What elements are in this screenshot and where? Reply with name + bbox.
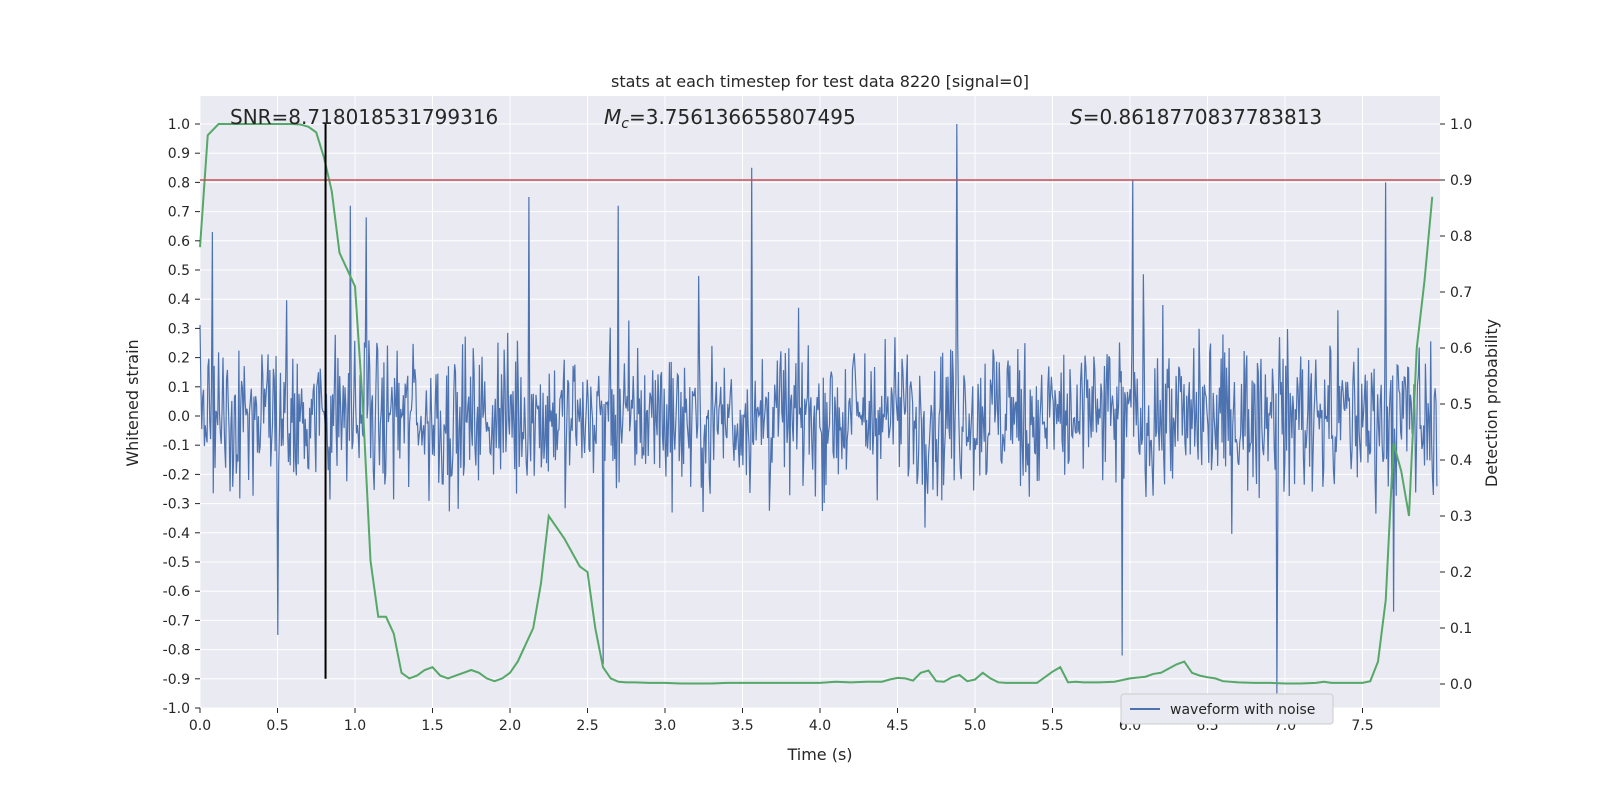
y-tick-label-left: 0.2 <box>168 351 190 367</box>
chart-title: stats at each timestep for test data 822… <box>611 72 1029 91</box>
x-tick-label: 7.5 <box>1351 718 1373 734</box>
mc-symbol: M <box>604 105 621 129</box>
y-tick-label-left: 0.8 <box>168 175 190 191</box>
y-tick-label-left: -0.8 <box>163 643 190 659</box>
overlays <box>200 124 1440 679</box>
y-tick-label-right: 0.1 <box>1450 621 1472 637</box>
waveform-line <box>199 123 1438 694</box>
y-tick-label-left: -1.0 <box>163 701 190 717</box>
y-tick-label-left: -0.4 <box>163 526 190 542</box>
waveform-series <box>199 123 1438 694</box>
y-tick-label-right: 0.0 <box>1450 677 1472 693</box>
y-ticks-left: 1.0 0.9 0.8 0.7 0.6 0.5 0.4 0.3 0.2 0.1 0.0 -0.1 -0.… <box>163 117 200 717</box>
y-tick-label-left: 1.0 <box>168 117 190 133</box>
y-tick-label-right: 0.4 <box>1450 453 1472 469</box>
y-axis-label-left: Whitened strain <box>123 339 142 466</box>
x-tick-label: 0.5 <box>266 718 288 734</box>
probability-series <box>199 123 1434 685</box>
y-tick-label-left: -0.6 <box>163 584 190 600</box>
s-value: =0.8618770837783813 <box>1083 105 1322 129</box>
x-tick-label: 1.0 <box>344 718 366 734</box>
mc-value: =3.756136655807495 <box>629 105 856 129</box>
y-tick-label-left: 0.4 <box>168 292 190 308</box>
probability-line <box>199 123 1434 685</box>
legend-entry: waveform with noise <box>1170 702 1315 718</box>
y-tick-label-left: 0.1 <box>168 380 190 396</box>
y-tick-label-right: 0.9 <box>1450 173 1472 189</box>
legend: waveform with noise <box>1120 693 1334 725</box>
x-tick-label: 0.0 <box>189 718 211 734</box>
y-tick-label-right: 1.0 <box>1450 117 1472 133</box>
y-tick-label-left: -0.1 <box>163 438 190 454</box>
y-tick-label-right: 0.2 <box>1450 565 1472 581</box>
grid <box>199 96 1440 709</box>
x-tick-label: 4.5 <box>886 718 908 734</box>
y-tick-label-left: 0.5 <box>168 263 190 279</box>
y-ticks-right: 1.0 0.9 0.8 0.7 0.6 0.5 0.4 0.3 0.2 0.1 0.0 <box>1440 117 1472 693</box>
x-tick-label: 1.5 <box>421 718 443 734</box>
x-tick-label: 3.5 <box>731 718 753 734</box>
y-tick-label-right: 0.3 <box>1450 509 1472 525</box>
mc-annotation: Mc=3.756136655807495 <box>604 105 856 132</box>
y-tick-label-left: -0.5 <box>163 555 190 571</box>
snr-annotation: SNR=8.718018531799316 <box>230 105 498 129</box>
x-tick-label: 3.0 <box>654 718 676 734</box>
x-tick-label: 5.5 <box>1041 718 1063 734</box>
y-tick-label-left: 0.6 <box>168 234 190 250</box>
y-tick-label-right: 0.8 <box>1450 229 1472 245</box>
x-tick-label: 4.0 <box>809 718 831 734</box>
y-tick-label-left: -0.9 <box>163 672 190 688</box>
y-tick-label-left: 0.0 <box>168 409 190 425</box>
y-tick-label-right: 0.7 <box>1450 285 1472 301</box>
x-tick-label: 2.5 <box>576 718 598 734</box>
y-tick-label-left: -0.2 <box>163 467 190 483</box>
s-symbol: S <box>1070 105 1083 129</box>
y-tick-label-right: 0.6 <box>1450 341 1472 357</box>
y-tick-label-left: -0.3 <box>163 497 190 513</box>
x-tick-label: 5.0 <box>964 718 986 734</box>
y-axis-label-right: Detection probability <box>1482 319 1501 487</box>
legend-box <box>1120 693 1334 725</box>
y-tick-label-left: 0.9 <box>168 146 190 162</box>
y-tick-label-right: 0.5 <box>1450 397 1472 413</box>
x-tick-label: 2.0 <box>499 718 521 734</box>
x-axis-label: Time (s) <box>786 745 852 764</box>
y-tick-label-left: -0.7 <box>163 613 190 629</box>
s-annotation: S=0.8618770837783813 <box>1070 105 1322 129</box>
y-tick-label-left: 0.3 <box>168 321 190 337</box>
y-tick-label-left: 0.7 <box>168 205 190 221</box>
mc-subscript: c <box>621 116 629 132</box>
